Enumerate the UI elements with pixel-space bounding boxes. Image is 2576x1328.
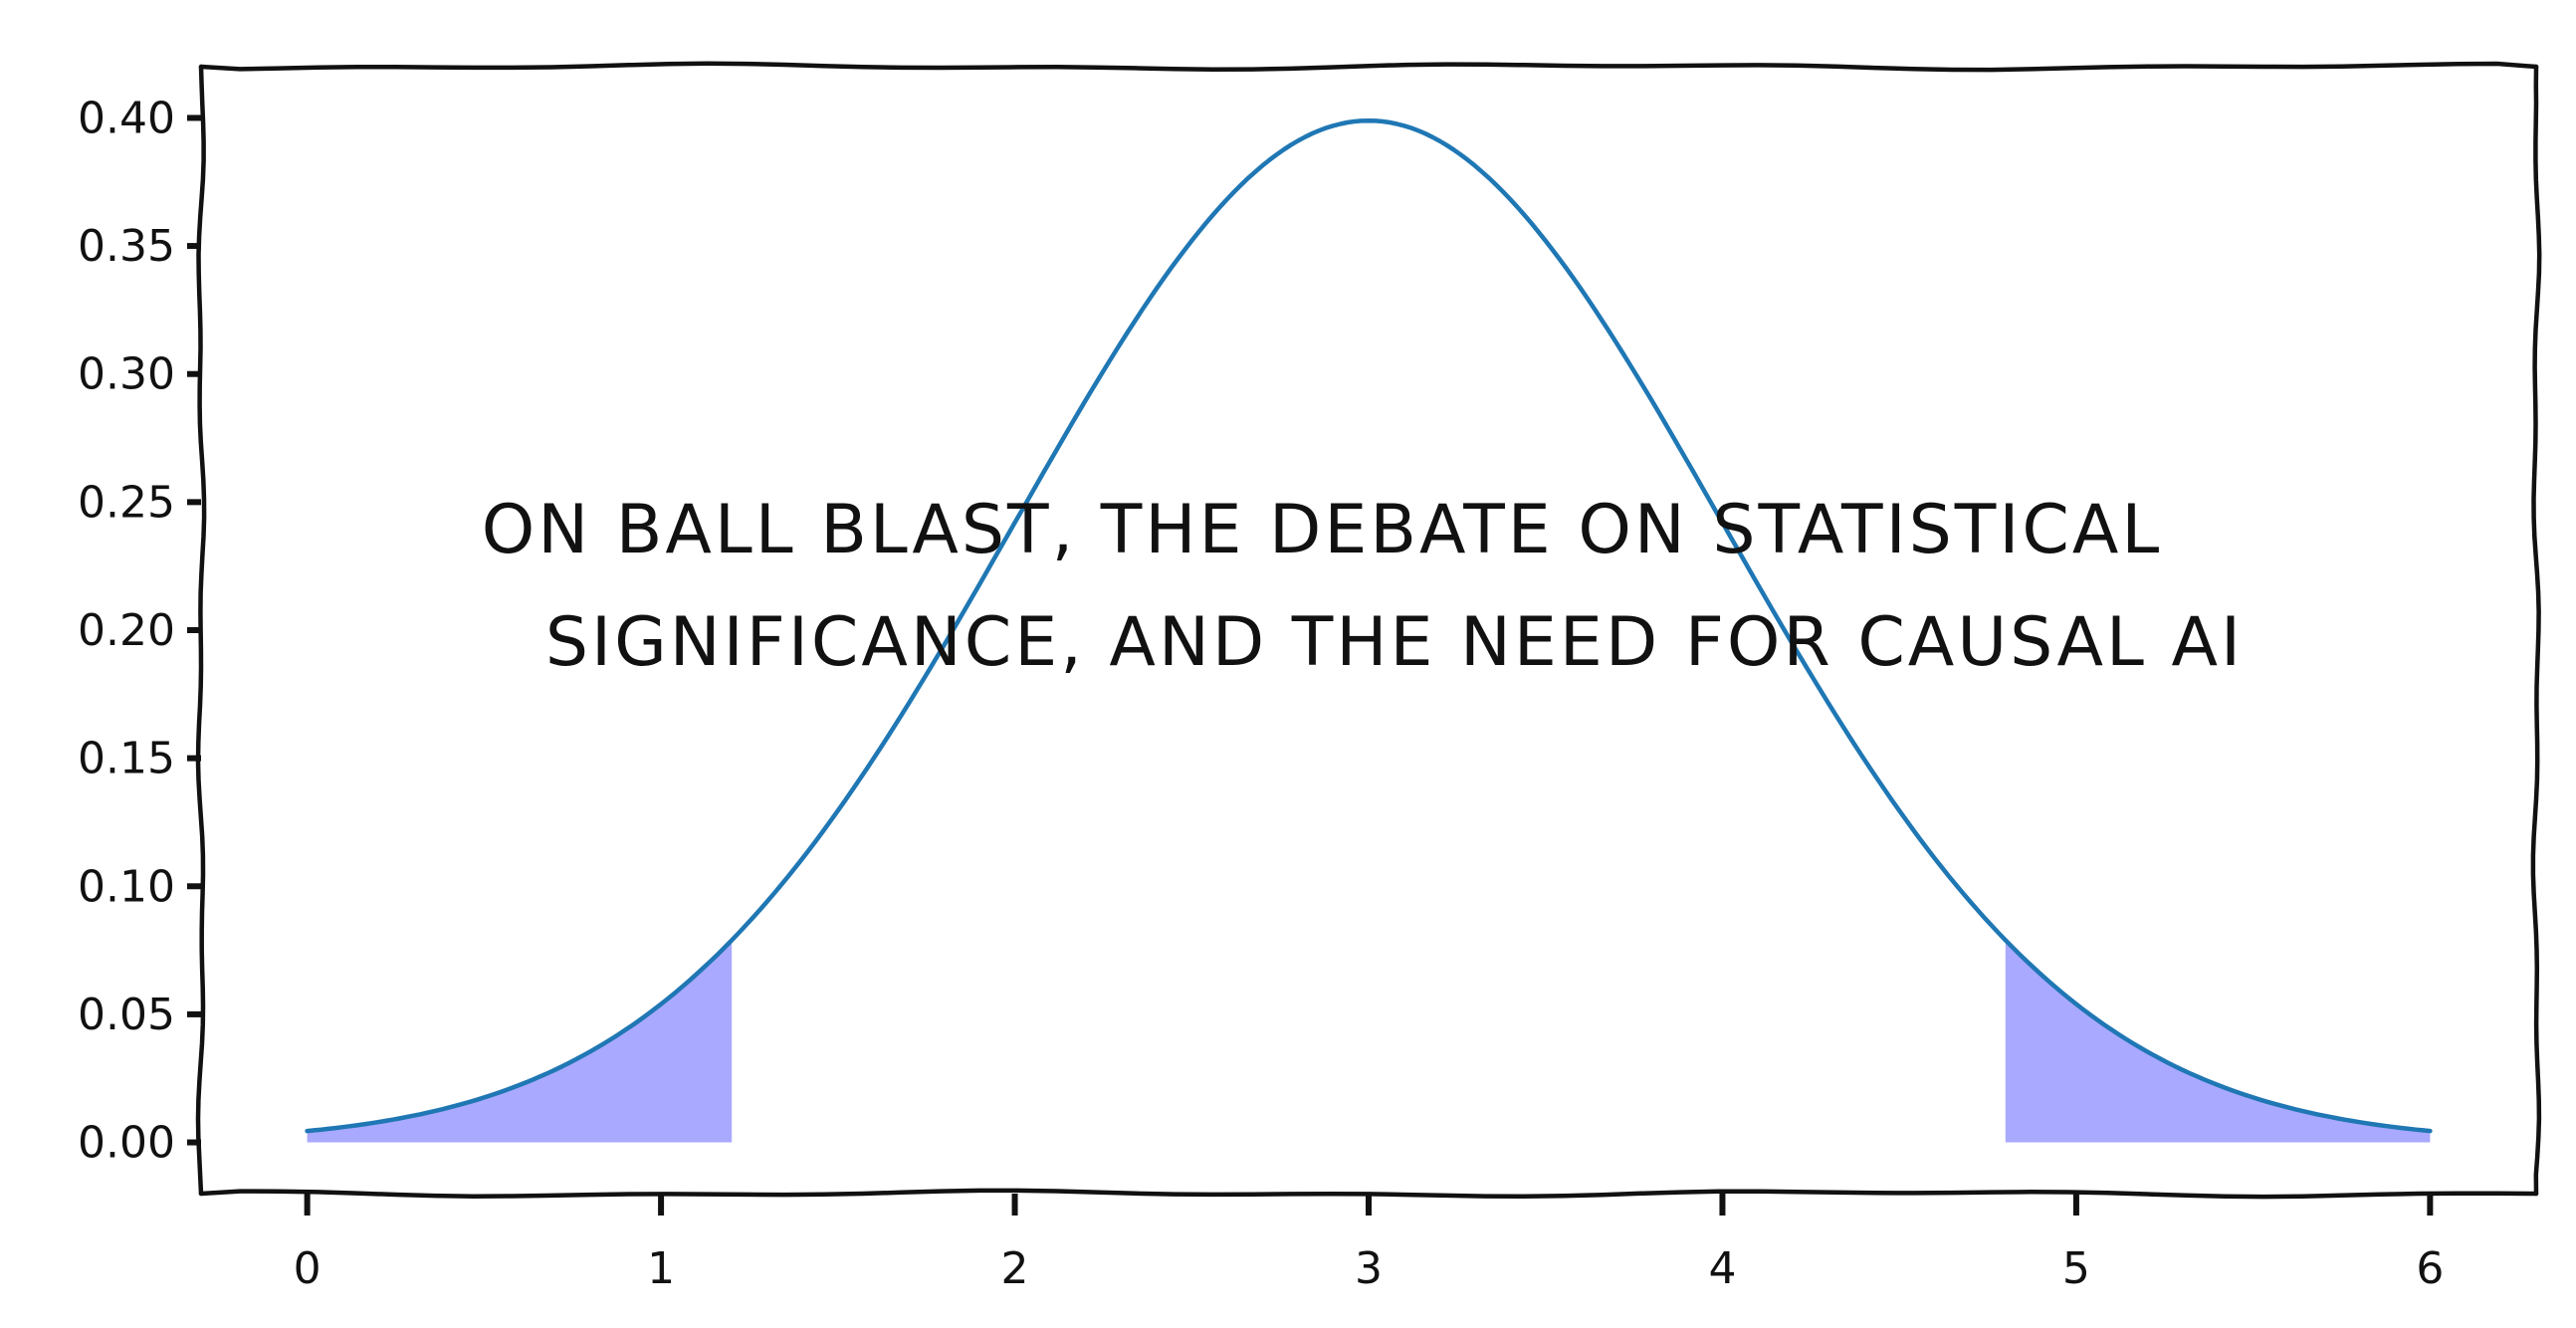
- plot-frame-top: [198, 61, 2539, 73]
- y-tick-label: 0.25: [78, 477, 175, 528]
- x-axis: 0 1 2 3 4 5 6: [294, 1194, 2444, 1294]
- annotation-line-1: ON BALL BLAST, THE DEBATE ON STATISTICAL: [482, 491, 2163, 569]
- y-tick-label: 0.05: [78, 990, 175, 1040]
- y-tick-label: 0.35: [78, 221, 175, 272]
- x-tick-label: 5: [2062, 1243, 2090, 1294]
- y-tick-label: 0.00: [78, 1118, 175, 1169]
- curve-layer: [305, 117, 2433, 1134]
- y-axis: 0.00 0.05 0.10 0.15 0.20 0.25 0.30 0.35 0.40: [78, 93, 201, 1169]
- y-tick-label: 0.10: [78, 861, 175, 912]
- x-tick-label: 4: [1708, 1243, 1736, 1294]
- x-tick-label: 2: [1001, 1243, 1029, 1294]
- shaded-region-2: [2005, 940, 2431, 1143]
- y-tick-label: 0.20: [78, 605, 175, 656]
- annotation-line-2: SIGNIFICANCE, AND THE NEED FOR CAUSAL AI: [545, 603, 2244, 682]
- y-tick-label: 0.40: [78, 93, 175, 143]
- plot-frame-right: [2530, 64, 2542, 1197]
- shaded-region-1: [307, 940, 733, 1143]
- x-tick-label: 0: [294, 1243, 322, 1294]
- normal-curve-line: [305, 117, 2433, 1134]
- x-tick-label: 6: [2416, 1243, 2444, 1294]
- y-tick-label: 0.30: [78, 349, 175, 400]
- x-tick-label: 3: [1355, 1243, 1383, 1294]
- y-tick-label: 0.15: [78, 734, 175, 784]
- chart-annotation: ON BALL BLAST, THE DEBATE ON STATISTICAL…: [482, 491, 2244, 682]
- shaded-region-layer: [307, 940, 2431, 1143]
- x-tick-label: 1: [647, 1243, 675, 1294]
